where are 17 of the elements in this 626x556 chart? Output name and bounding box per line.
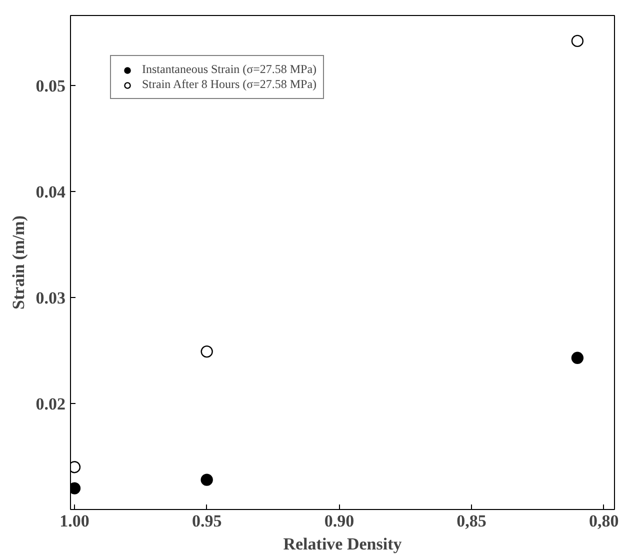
y-tick-label: 0.02 — [36, 394, 66, 414]
point — [200, 474, 213, 486]
legend-label: Instantaneous Strain (σ=27.58 MPa) — [142, 62, 317, 77]
x-tick-label: 0.95 — [192, 512, 222, 530]
legend-label: Strain After 8 Hours (σ=27.58 MPa) — [142, 77, 317, 92]
x-tick-label: 0.90 — [324, 512, 354, 530]
y-tick-label: 0.04 — [36, 182, 66, 202]
y-tick-label: 0.03 — [36, 288, 66, 308]
y-axis-title: Strain (m/m) — [8, 216, 28, 310]
y-tick-label: 0.05 — [36, 76, 66, 96]
x-axis-title: Relative Density — [283, 534, 402, 554]
point — [571, 352, 584, 364]
point — [200, 345, 213, 358]
x-tick-label: 1.00 — [60, 512, 90, 530]
x-tick-label: 0,85 — [456, 512, 486, 530]
point — [571, 34, 584, 48]
x-tick-label: 0,80 — [589, 512, 619, 530]
